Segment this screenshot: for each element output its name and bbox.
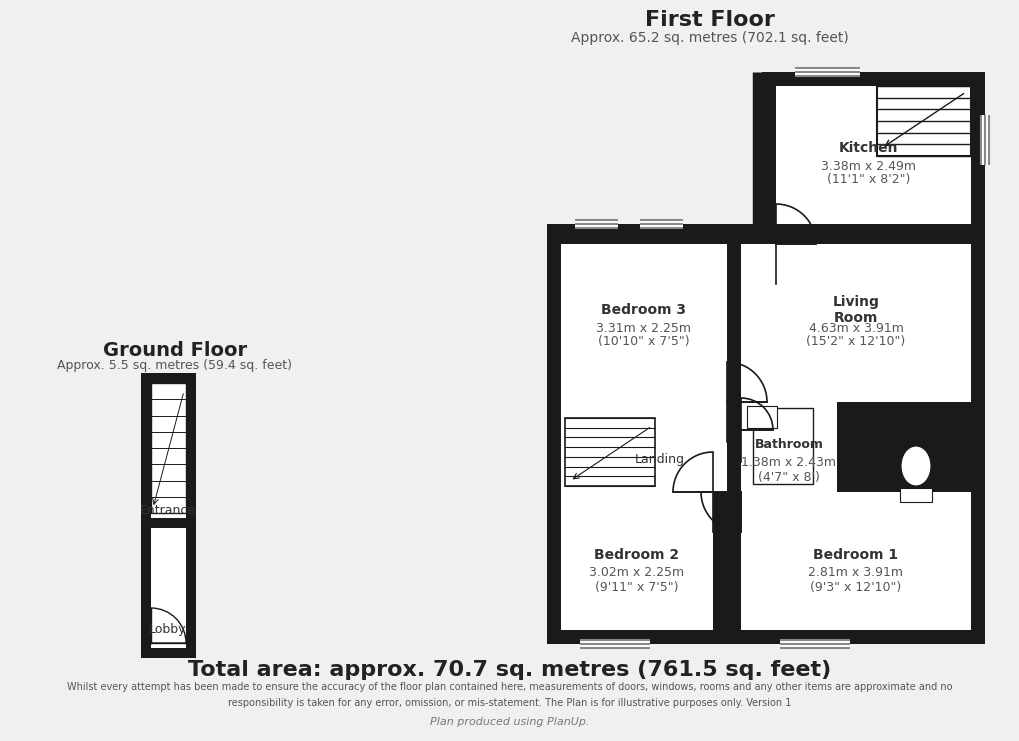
Bar bbox=[151, 383, 185, 513]
Bar bbox=[775, 86, 970, 210]
Text: Landing: Landing bbox=[635, 453, 685, 467]
Bar bbox=[560, 402, 727, 492]
Bar bbox=[565, 418, 654, 486]
Bar bbox=[775, 210, 970, 224]
Text: (9'3" x 12'10"): (9'3" x 12'10") bbox=[809, 580, 901, 594]
Text: Approx. 5.5 sq. metres (59.4 sq. feet): Approx. 5.5 sq. metres (59.4 sq. feet) bbox=[57, 359, 292, 371]
Text: Total area: approx. 70.7 sq. metres (761.5 sq. feet): Total area: approx. 70.7 sq. metres (761… bbox=[189, 660, 830, 680]
Text: 3.38m x 2.49m: 3.38m x 2.49m bbox=[820, 159, 916, 173]
Text: (11'1" x 8'2"): (11'1" x 8'2") bbox=[826, 173, 910, 187]
Text: (10'10" x 7'5"): (10'10" x 7'5") bbox=[597, 336, 689, 348]
Text: (9'11" x 7'5"): (9'11" x 7'5") bbox=[595, 580, 678, 594]
Bar bbox=[580, 641, 649, 647]
Bar bbox=[740, 402, 837, 492]
Text: 3.02m x 2.25m: 3.02m x 2.25m bbox=[589, 567, 684, 579]
Text: (4'7" x 8'): (4'7" x 8') bbox=[757, 471, 819, 483]
Bar bbox=[141, 373, 196, 658]
Text: First Floor: First Floor bbox=[644, 10, 774, 30]
Text: Ground Floor: Ground Floor bbox=[103, 341, 247, 359]
Text: Living
Room: Living Room bbox=[832, 295, 878, 325]
Bar bbox=[560, 492, 712, 630]
Bar bbox=[151, 383, 185, 648]
Bar bbox=[780, 641, 849, 647]
Text: 2.81m x 3.91m: 2.81m x 3.91m bbox=[808, 567, 903, 579]
Bar bbox=[740, 244, 970, 402]
Bar bbox=[876, 86, 970, 156]
Text: Plan produced using PlanUp.: Plan produced using PlanUp. bbox=[430, 717, 589, 727]
Bar bbox=[794, 69, 859, 75]
Text: 1.38m x 2.43m: 1.38m x 2.43m bbox=[741, 456, 836, 470]
Text: Bedroom 2: Bedroom 2 bbox=[594, 548, 679, 562]
Text: Bathroom: Bathroom bbox=[754, 439, 822, 451]
Bar bbox=[740, 492, 970, 630]
Text: Approx. 65.2 sq. metres (702.1 sq. feet): Approx. 65.2 sq. metres (702.1 sq. feet) bbox=[571, 31, 848, 45]
Bar bbox=[740, 402, 837, 492]
Bar bbox=[981, 115, 987, 165]
Bar bbox=[639, 221, 683, 227]
Text: Kitchen: Kitchen bbox=[839, 141, 898, 155]
Bar bbox=[560, 244, 727, 402]
Text: 3.31m x 2.25m: 3.31m x 2.25m bbox=[596, 322, 691, 334]
Bar bbox=[560, 244, 727, 402]
Ellipse shape bbox=[900, 446, 930, 486]
Bar bbox=[740, 244, 970, 402]
Bar bbox=[141, 518, 196, 528]
Bar bbox=[565, 418, 654, 486]
Bar bbox=[775, 86, 970, 210]
Bar bbox=[899, 488, 931, 502]
Bar bbox=[740, 492, 970, 630]
Bar bbox=[775, 210, 970, 224]
Bar bbox=[752, 408, 812, 484]
Bar bbox=[546, 224, 984, 416]
Text: Entrance: Entrance bbox=[140, 503, 196, 516]
Bar bbox=[761, 72, 984, 224]
Bar bbox=[575, 221, 618, 227]
Bar bbox=[560, 492, 712, 630]
Text: Lobby: Lobby bbox=[149, 623, 186, 637]
Bar bbox=[560, 402, 727, 492]
Text: (15'2" x 12'10"): (15'2" x 12'10") bbox=[806, 336, 905, 348]
Text: 4.63m x 3.91m: 4.63m x 3.91m bbox=[808, 322, 903, 334]
Text: Bedroom 1: Bedroom 1 bbox=[812, 548, 898, 562]
Bar bbox=[546, 416, 984, 644]
Bar bbox=[876, 86, 970, 156]
Text: Bedroom 3: Bedroom 3 bbox=[601, 303, 686, 317]
Text: Whilst every attempt has been made to ensure the accuracy of the floor plan cont: Whilst every attempt has been made to en… bbox=[67, 682, 952, 708]
Bar bbox=[746, 406, 776, 428]
